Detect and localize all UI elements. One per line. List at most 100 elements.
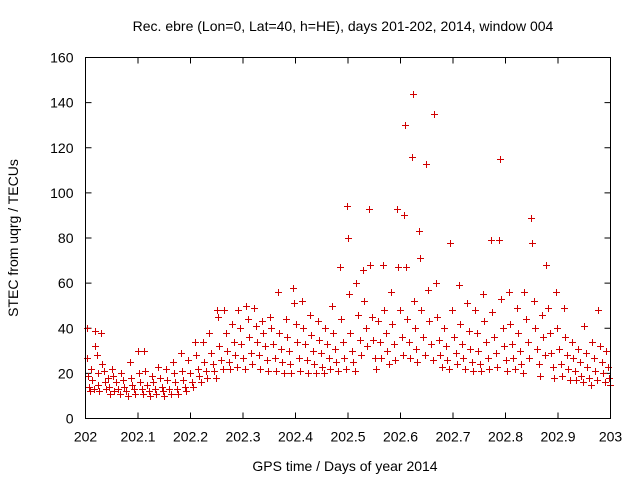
data-point bbox=[591, 355, 598, 362]
data-point bbox=[488, 237, 495, 244]
data-point bbox=[469, 359, 476, 366]
data-point bbox=[237, 325, 244, 332]
data-point bbox=[485, 355, 492, 362]
data-point bbox=[548, 350, 555, 357]
data-point bbox=[547, 330, 554, 337]
data-point bbox=[140, 391, 147, 398]
data-point bbox=[391, 341, 398, 348]
data-point bbox=[380, 262, 387, 269]
data-point bbox=[332, 346, 339, 353]
data-point bbox=[363, 325, 370, 332]
data-point bbox=[168, 391, 175, 398]
data-point bbox=[558, 361, 565, 368]
data-point bbox=[410, 91, 417, 98]
data-point bbox=[172, 379, 179, 386]
x-tick-label: 202.3 bbox=[225, 429, 260, 445]
data-point bbox=[246, 334, 253, 341]
data-point bbox=[296, 355, 303, 362]
data-point bbox=[242, 366, 249, 373]
data-point bbox=[150, 379, 157, 386]
data-point bbox=[528, 215, 535, 222]
data-point bbox=[350, 359, 357, 366]
data-point bbox=[132, 391, 139, 398]
data-point bbox=[193, 352, 200, 359]
data-point bbox=[453, 350, 460, 357]
data-point bbox=[276, 330, 283, 337]
data-point bbox=[369, 314, 376, 321]
data-point bbox=[394, 206, 401, 213]
data-point bbox=[337, 264, 344, 271]
data-point bbox=[565, 366, 572, 373]
data-point bbox=[577, 359, 584, 366]
data-point bbox=[597, 343, 604, 350]
data-point bbox=[514, 305, 521, 312]
data-point bbox=[389, 321, 396, 328]
data-point bbox=[316, 337, 323, 344]
x-tick-label: 202.8 bbox=[488, 429, 523, 445]
data-point bbox=[572, 368, 579, 375]
data-point bbox=[215, 314, 222, 321]
data-point bbox=[110, 373, 117, 380]
data-point bbox=[238, 341, 245, 348]
data-point bbox=[232, 352, 239, 359]
data-point bbox=[164, 377, 171, 384]
data-point bbox=[129, 382, 136, 389]
data-point bbox=[281, 370, 288, 377]
data-point bbox=[459, 341, 466, 348]
data-point bbox=[121, 384, 128, 391]
data-point bbox=[542, 352, 549, 359]
data-point bbox=[297, 368, 304, 375]
data-point bbox=[344, 203, 351, 210]
data-point bbox=[175, 391, 182, 398]
data-point bbox=[426, 318, 433, 325]
data-point bbox=[286, 348, 293, 355]
data-point bbox=[163, 366, 170, 373]
data-point bbox=[437, 352, 444, 359]
data-point bbox=[580, 379, 587, 386]
data-point bbox=[364, 343, 371, 350]
data-point bbox=[462, 366, 469, 373]
data-point bbox=[594, 377, 601, 384]
data-point bbox=[521, 289, 528, 296]
data-point bbox=[539, 312, 546, 319]
data-point bbox=[229, 321, 236, 328]
data-point bbox=[117, 391, 124, 398]
data-point bbox=[491, 334, 498, 341]
data-point bbox=[147, 393, 154, 400]
data-point bbox=[300, 325, 307, 332]
data-point bbox=[224, 348, 231, 355]
data-point bbox=[144, 382, 151, 389]
data-point bbox=[358, 352, 365, 359]
data-point bbox=[260, 330, 267, 337]
data-point bbox=[425, 287, 432, 294]
data-point bbox=[341, 355, 348, 362]
data-point bbox=[416, 228, 423, 235]
data-point bbox=[195, 366, 202, 373]
data-point bbox=[400, 352, 407, 359]
data-point bbox=[515, 330, 522, 337]
data-point bbox=[428, 341, 435, 348]
x-tick-label: 202.1 bbox=[120, 429, 155, 445]
data-point bbox=[406, 339, 413, 346]
data-point bbox=[497, 156, 504, 163]
data-point bbox=[201, 359, 208, 366]
data-point bbox=[330, 330, 337, 337]
data-point bbox=[413, 346, 420, 353]
data-point bbox=[543, 262, 550, 269]
data-point bbox=[512, 366, 519, 373]
data-point bbox=[324, 341, 331, 348]
data-point bbox=[267, 314, 274, 321]
x-tick-label: 202.9 bbox=[540, 429, 575, 445]
data-point bbox=[399, 334, 406, 341]
data-point bbox=[200, 339, 207, 346]
data-point bbox=[291, 300, 298, 307]
data-point bbox=[179, 368, 186, 375]
data-point bbox=[107, 391, 114, 398]
data-point bbox=[235, 307, 242, 314]
data-point bbox=[294, 339, 301, 346]
data-point bbox=[142, 368, 149, 375]
data-point bbox=[553, 289, 560, 296]
data-point bbox=[189, 379, 196, 386]
data-point bbox=[414, 359, 421, 366]
data-point bbox=[315, 318, 322, 325]
